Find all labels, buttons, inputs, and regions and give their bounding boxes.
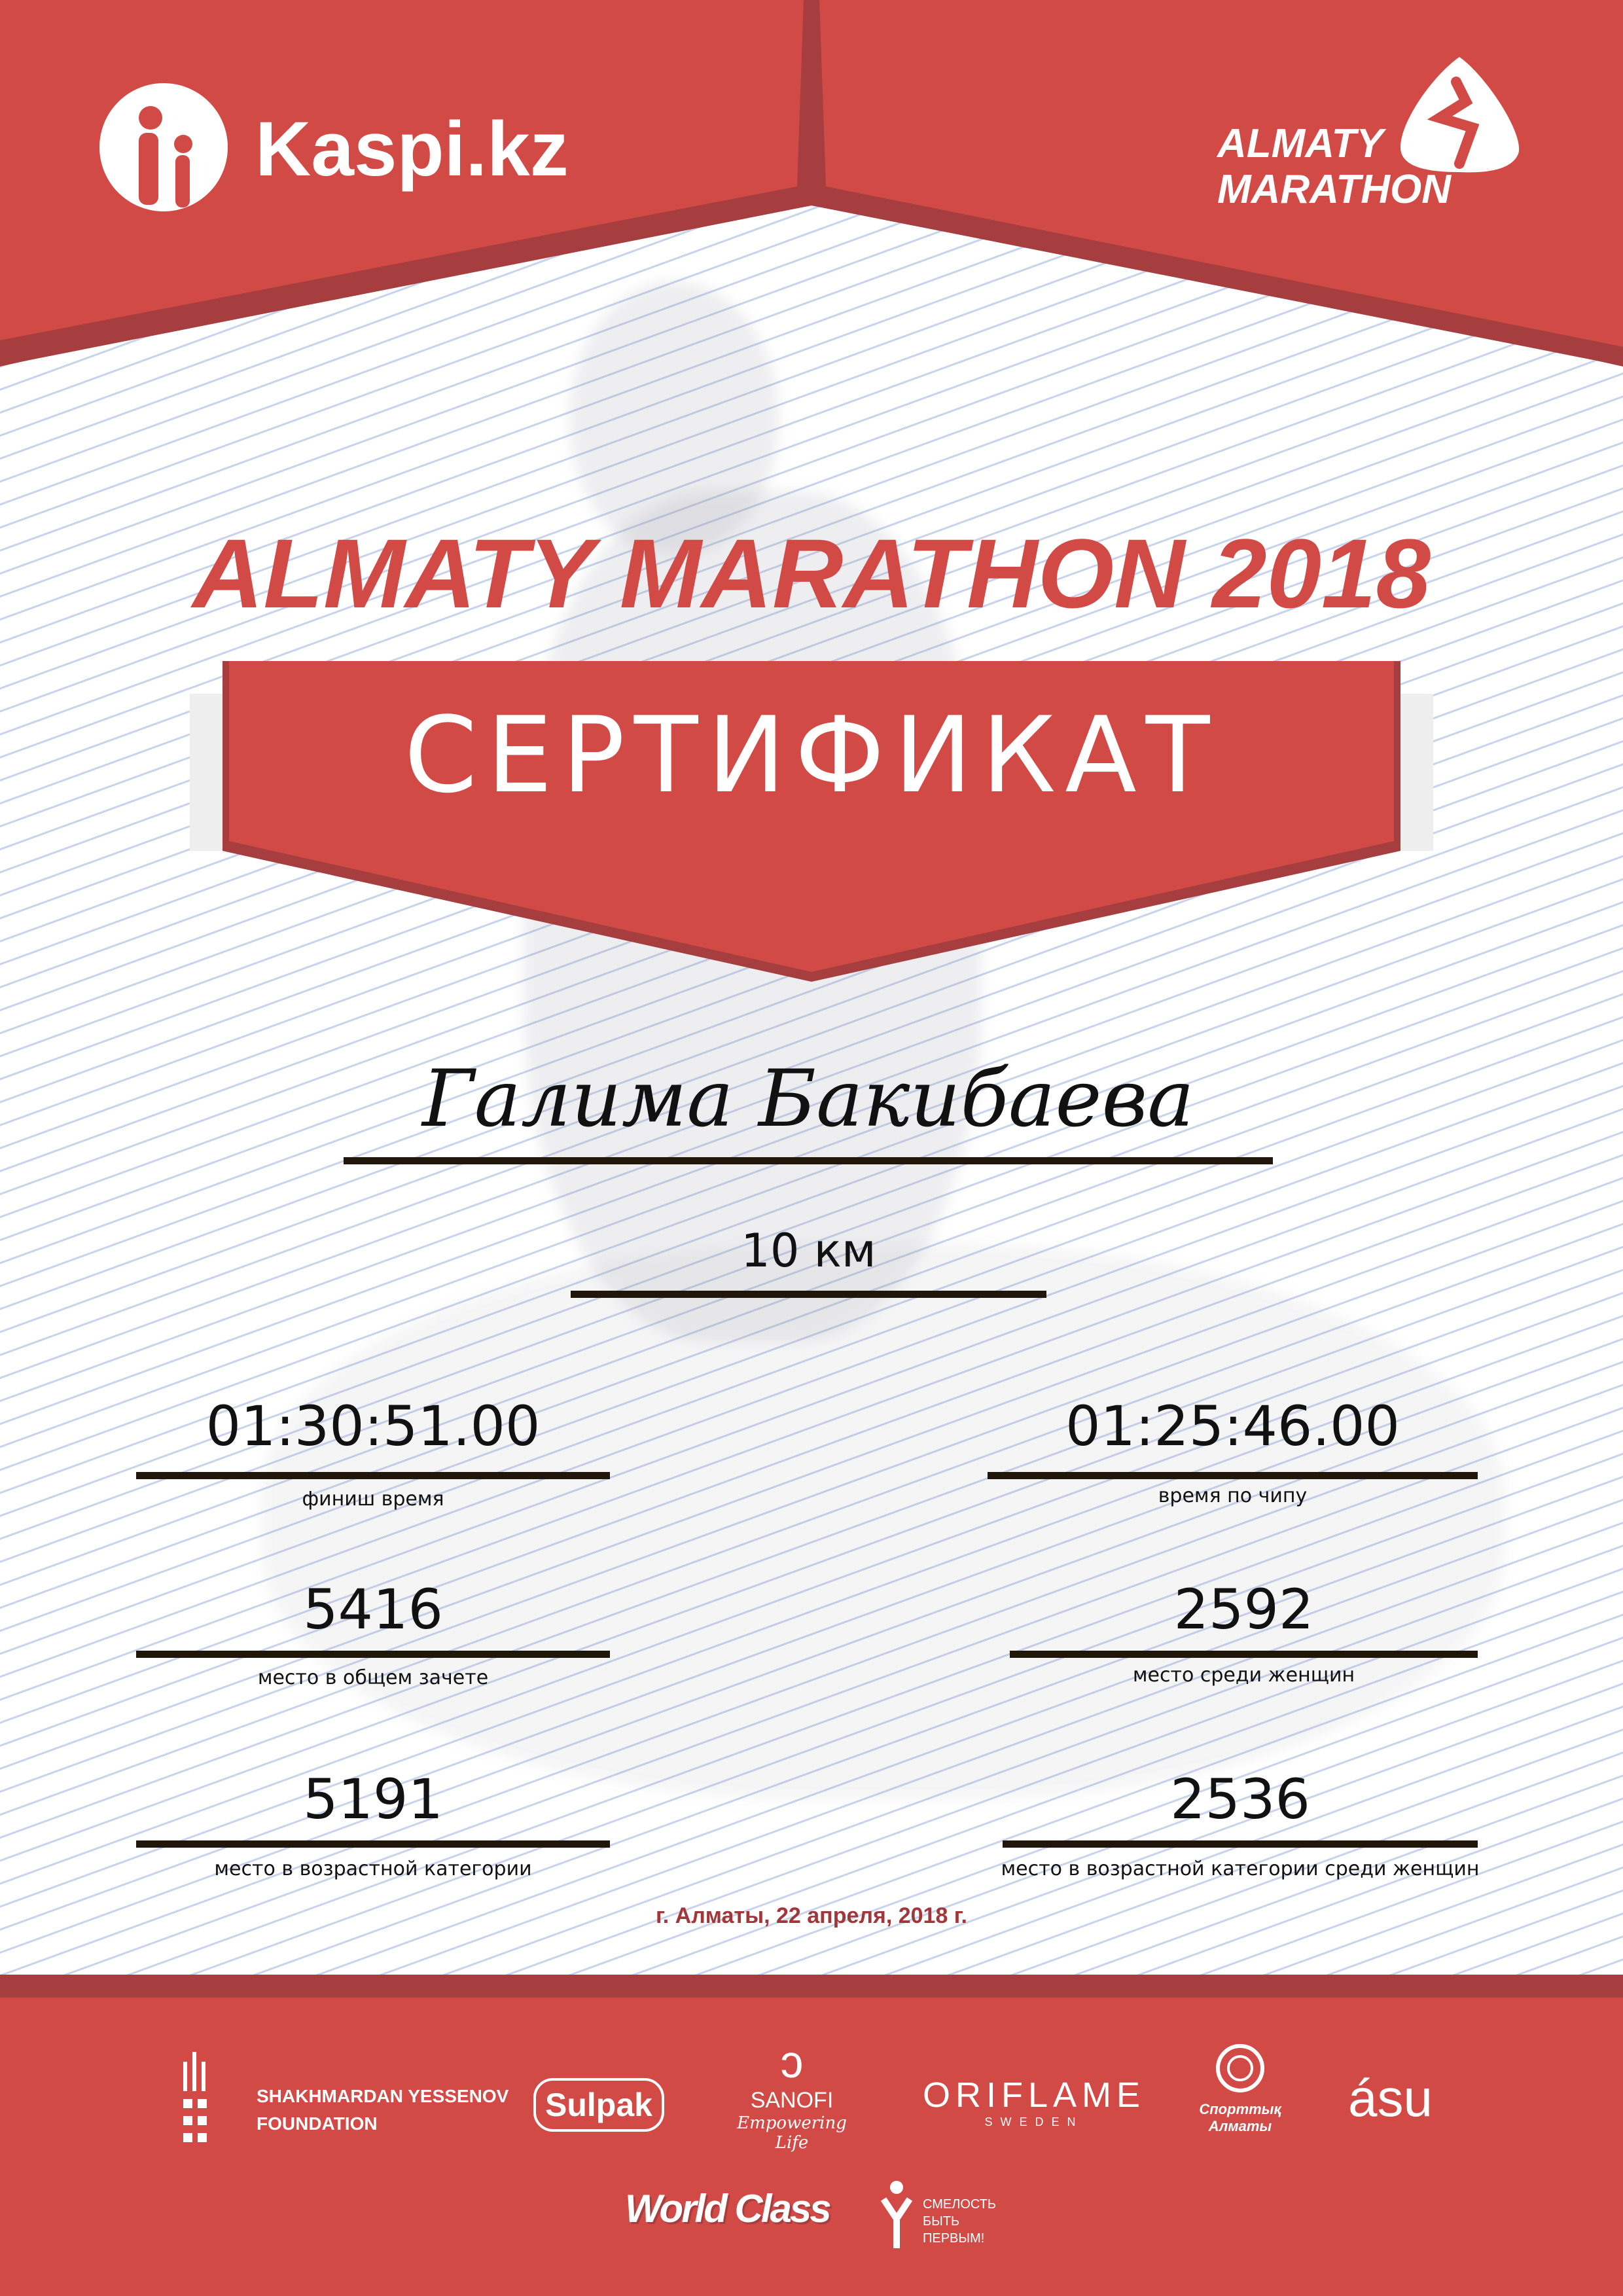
yessenov-icon [183, 2052, 207, 2142]
yessenov-logo [182, 2052, 221, 2153]
fund-line3: ПЕРВЫМ! [923, 2231, 985, 2246]
yessenov-text: SHAKHMARDAN YESSENOV FOUNDATION [257, 2083, 508, 2138]
chip-time-value: 01:25:46.00 [1065, 1394, 1400, 1458]
overall-place-line [136, 1651, 610, 1658]
yessenov-line1: SHAKHMARDAN YESSENOV [257, 2086, 509, 2106]
footer-band [0, 1975, 1623, 1998]
women-place-label: место среди женщин [1132, 1664, 1355, 1687]
name-underline [344, 1157, 1273, 1164]
finish-time-label: финиш время [302, 1488, 444, 1511]
distance: 10 км [741, 1224, 876, 1278]
fund-line2: БЫТЬ [923, 2214, 960, 2229]
sport-almaty-logo: Спорттық Алматы [1198, 2039, 1283, 2135]
sport-almaty-line1: Спорттық [1199, 2101, 1281, 2117]
chip-time-label: время по чипу [1158, 1484, 1308, 1507]
almaty-marathon-logo: ALMATY MARATHON [1217, 121, 1451, 213]
sanofi-logo: ↄ SANOFI Empowering Life [726, 2036, 857, 2153]
sport-almaty-line2: Алматы [1208, 2118, 1272, 2134]
fund-runner-icon [880, 2181, 913, 2248]
header-chevron [0, 0, 1623, 367]
footer [0, 1998, 1623, 2296]
sulpak-logo: Sulpak [533, 2078, 664, 2132]
date-line: г. Алматы, 22 апреля, 2018 г. [656, 1903, 967, 1928]
fund-logo [870, 2173, 916, 2255]
fund-line1: СМЕЛОСТЬ [923, 2197, 997, 2212]
runners-photo-legs [262, 1244, 1505, 1800]
oriflame-logo: ORIFLAME SWEDEN [923, 2075, 1145, 2129]
women-place-value: 2592 [1173, 1577, 1314, 1641]
age-women-place-label: место в возрастной категории среди женщи… [1001, 1857, 1480, 1880]
kaspi-logo [98, 82, 229, 213]
kaspi-icon [99, 83, 228, 211]
distance-underline [571, 1291, 1046, 1298]
sanofi-icon: ↄ [780, 2036, 804, 2087]
age-women-place-line [1003, 1840, 1478, 1848]
kaspi-wordmark: Kaspi.kz [255, 106, 569, 192]
age-place-line [136, 1840, 610, 1848]
overall-place-value: 5416 [303, 1577, 443, 1641]
finish-time-line [136, 1472, 610, 1479]
fund-text: СМЕЛОСТЬ БЫТЬ ПЕРВЫМ! [923, 2196, 996, 2247]
oriflame-sub: SWEDEN [984, 2115, 1084, 2128]
age-place-value: 5191 [303, 1767, 443, 1831]
participant-name: Галима Бакибаева [422, 1054, 1194, 1145]
event-title: ALMATY MARATHON 2018 [192, 518, 1431, 628]
overall-place-label: место в общем зачете [257, 1666, 489, 1689]
logo-line2: MARATHON [1217, 167, 1452, 212]
chip-time-line [988, 1472, 1478, 1479]
age-place-label: место в возрастной категории [214, 1857, 532, 1880]
asu-logo: ásu [1348, 2069, 1433, 2127]
women-place-line [1010, 1651, 1478, 1658]
finish-time-value: 01:30:51.00 [205, 1394, 541, 1458]
certificate-banner [190, 661, 1433, 982]
logo-line1: ALMATY [1217, 121, 1383, 166]
yessenov-line2: FOUNDATION [257, 2113, 378, 2134]
oriflame-text: ORIFLAME [923, 2075, 1146, 2115]
runners-photo [569, 281, 779, 556]
sport-almaty-icon [1216, 2044, 1264, 2092]
certificate-heading: СЕРТИФИКАТ [404, 694, 1219, 816]
runner-drop-icon [1400, 57, 1520, 173]
worldclass-logo: World Class [625, 2187, 832, 2231]
age-women-place-value: 2536 [1170, 1767, 1310, 1831]
sanofi-tagline: Empowering Life [737, 2113, 847, 2153]
sanofi-text: SANOFI [750, 2088, 834, 2113]
